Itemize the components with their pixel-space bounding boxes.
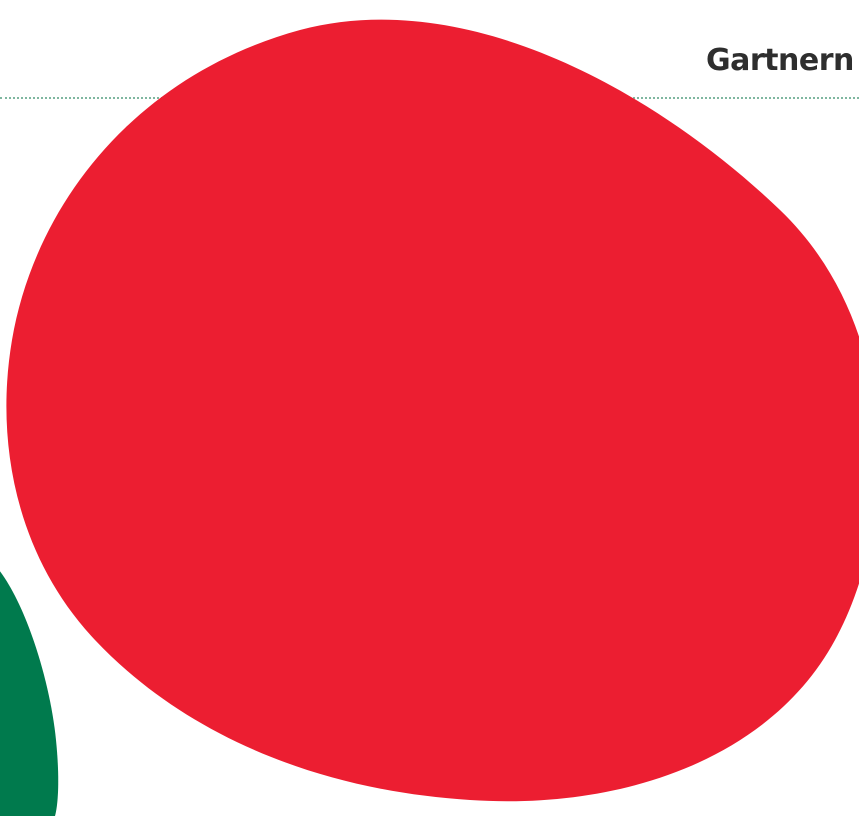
- green-blob: [0, 571, 59, 816]
- red-blob: [6, 19, 859, 802]
- header-title: Gartnern: [706, 43, 854, 78]
